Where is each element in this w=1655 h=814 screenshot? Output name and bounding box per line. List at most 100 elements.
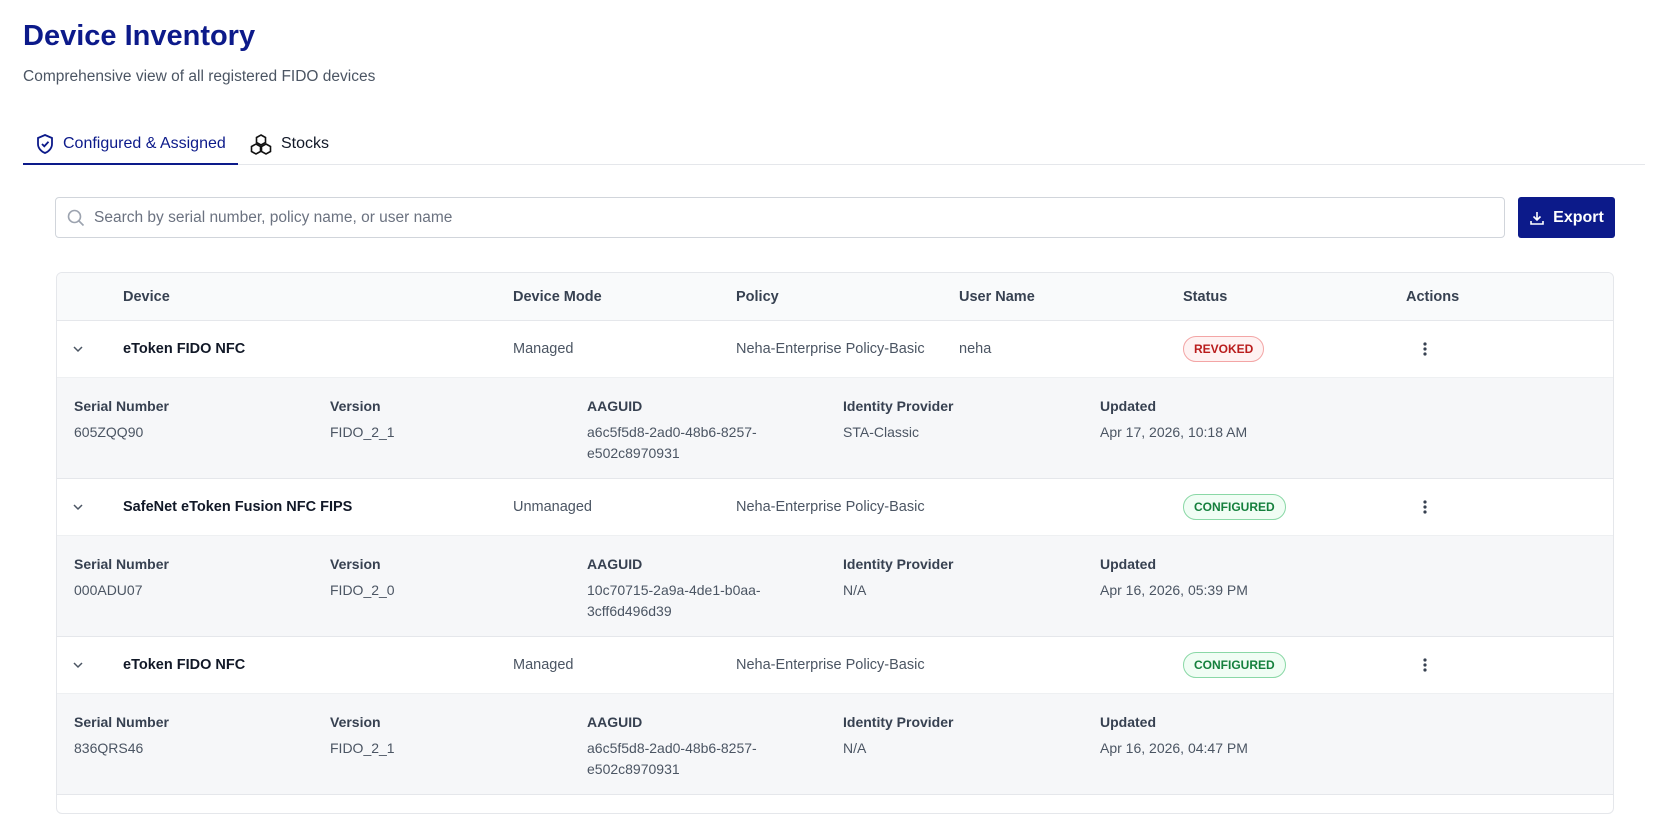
detail-label: Updated — [1100, 714, 1156, 730]
detail-label: AAGUID — [587, 714, 643, 730]
table-row: eToken FIDO NFC Managed Neha-Enterprise Po… — [57, 637, 1613, 694]
detail-label: Identity Provider — [843, 714, 954, 730]
cell-device: SafeNet eToken Fusion NFC FIPS — [123, 499, 353, 515]
column-header: Status — [1183, 288, 1228, 305]
detail-field: Version FIDO_2_1 — [330, 398, 520, 443]
detail-label: Identity Provider — [843, 398, 954, 414]
chevron-icon — [73, 346, 83, 353]
detail-label: Version — [330, 398, 381, 414]
detail-value: 605ZQQ90 — [74, 424, 144, 440]
row-details: Serial Number 605ZQQ90 Version FIDO_2_1 AAGU… — [57, 378, 1613, 479]
detail-field: Version FIDO_2_0 — [330, 556, 520, 601]
chevron-icon — [73, 504, 83, 511]
export-label: Export — [1553, 208, 1604, 226]
tab-stocks[interactable]: Stocks — [249, 124, 329, 164]
search-input[interactable]: Search by serial number, policy name, or… — [55, 197, 1505, 238]
detail-field: Updated Apr 17, 2026, 10:18 AM — [1100, 398, 1290, 443]
detail-field: Updated Apr 16, 2026, 04:47 PM — [1100, 714, 1290, 759]
detail-value: a6c5f5d8-2ad0-48b6-8257-e502c8970931 — [587, 740, 757, 777]
kebab-icon — [1423, 342, 1427, 356]
detail-field: Identity Provider N/A — [843, 714, 1033, 759]
expand-toggle[interactable] — [71, 479, 85, 535]
detail-label: Version — [330, 714, 381, 730]
expand-toggle[interactable] — [71, 637, 85, 693]
detail-label: AAGUID — [587, 556, 643, 572]
detail-field: Identity Provider N/A — [843, 556, 1033, 601]
detail-value: FIDO_2_1 — [330, 424, 395, 440]
cell-policy: Neha-Enterprise Policy-Basic — [736, 499, 925, 515]
detail-field: Version FIDO_2_1 — [330, 714, 520, 759]
status-badge: CONFIGURED — [1183, 652, 1286, 678]
tab-label: Configured & Assigned — [63, 134, 226, 152]
status-cell: CONFIGURED — [1183, 637, 1286, 693]
detail-value: Apr 16, 2026, 04:47 PM — [1100, 740, 1248, 756]
row-actions[interactable] — [1422, 321, 1428, 377]
tab-configured[interactable]: Configured & Assigned — [23, 124, 238, 165]
cell-mode: Unmanaged — [513, 499, 592, 515]
detail-field: Serial Number 836QRS46 — [74, 714, 264, 759]
detail-field: Serial Number 000ADU07 — [74, 556, 264, 601]
page-title: Device Inventory — [23, 20, 256, 52]
shield-icon — [37, 133, 53, 154]
status-badge: REVOKED — [1183, 336, 1265, 362]
detail-value: N/A — [843, 740, 867, 756]
detail-value: 836QRS46 — [74, 740, 144, 756]
expand-toggle[interactable] — [71, 321, 85, 377]
cell-user: neha — [959, 341, 992, 357]
cell-policy: Neha-Enterprise Policy-Basic — [736, 657, 925, 673]
status-cell: CONFIGURED — [1183, 479, 1286, 535]
table-row: SafeNet eToken Fusion NFC FIPS Unmanaged N… — [57, 479, 1613, 536]
export-button[interactable]: Export — [1518, 197, 1615, 238]
cell-device: eToken FIDO NFC — [123, 341, 246, 357]
detail-value: STA-Classic — [843, 424, 919, 440]
column-header: Policy — [736, 288, 779, 305]
column-header: Device — [123, 288, 170, 305]
row-details: Serial Number 000ADU07 Version FIDO_2_0 AAGU… — [57, 536, 1613, 637]
detail-value: N/A — [843, 582, 867, 598]
detail-label: Updated — [1100, 398, 1156, 414]
detail-field: AAGUID 10c70715-2a9a-4de1-b0aa-3cff6d496d… — [587, 556, 777, 622]
column-header: User Name — [959, 288, 1035, 305]
search-placeholder: Search by serial number, policy name, or… — [94, 208, 453, 226]
device-table: Device Device Mode Policy User Name Status Ac… — [56, 272, 1614, 814]
detail-label: Serial Number — [74, 556, 169, 572]
search-icon — [67, 209, 85, 226]
row-actions[interactable] — [1422, 637, 1428, 693]
page-subtitle: Comprehensive view of all registered FID… — [23, 68, 376, 85]
table-row: eToken FIDO NFC Managed Neha-Enterprise Po… — [57, 321, 1613, 378]
cell-mode: Managed — [513, 341, 574, 357]
status-badge: CONFIGURED — [1183, 494, 1286, 520]
cell-device: eToken FIDO NFC — [123, 657, 246, 673]
cell-policy: Neha-Enterprise Policy-Basic — [736, 341, 925, 357]
column-header: Device Mode — [513, 288, 602, 305]
detail-field: Serial Number 605ZQQ90 — [74, 398, 264, 443]
detail-value: Apr 17, 2026, 10:18 AM — [1100, 424, 1248, 440]
detail-label: Serial Number — [74, 714, 169, 730]
cell-mode: Managed — [513, 657, 574, 673]
detail-field: AAGUID a6c5f5d8-2ad0-48b6-8257-e502c89709… — [587, 398, 777, 464]
detail-value: FIDO_2_1 — [330, 740, 395, 756]
download-icon — [1530, 211, 1544, 225]
detail-label: AAGUID — [587, 398, 643, 414]
row-actions[interactable] — [1422, 479, 1428, 535]
row-details: Serial Number 836QRS46 Version FIDO_2_1 AAGU… — [57, 694, 1613, 795]
detail-field: Updated Apr 16, 2026, 05:39 PM — [1100, 556, 1290, 601]
table-header: Device Device Mode Policy User Name Status Ac… — [57, 273, 1613, 321]
boxes-icon — [250, 134, 272, 155]
tab-bar: Configured & Assigned Stocks — [23, 124, 1645, 165]
detail-label: Serial Number — [74, 398, 169, 414]
kebab-icon — [1423, 658, 1427, 672]
detail-field: AAGUID a6c5f5d8-2ad0-48b6-8257-e502c89709… — [587, 714, 777, 780]
detail-value: 10c70715-2a9a-4de1-b0aa-3cff6d496d39 — [587, 582, 761, 619]
tab-label: Stocks — [281, 135, 330, 152]
detail-label: Updated — [1100, 556, 1156, 572]
detail-value: 000ADU07 — [74, 582, 143, 598]
detail-value: Apr 16, 2026, 05:39 PM — [1100, 582, 1248, 598]
detail-value: FIDO_2_0 — [330, 582, 395, 598]
detail-value: a6c5f5d8-2ad0-48b6-8257-e502c8970931 — [587, 424, 757, 461]
detail-label: Version — [330, 556, 381, 572]
detail-label: Identity Provider — [843, 556, 954, 572]
chevron-icon — [73, 662, 83, 669]
kebab-icon — [1423, 500, 1427, 514]
